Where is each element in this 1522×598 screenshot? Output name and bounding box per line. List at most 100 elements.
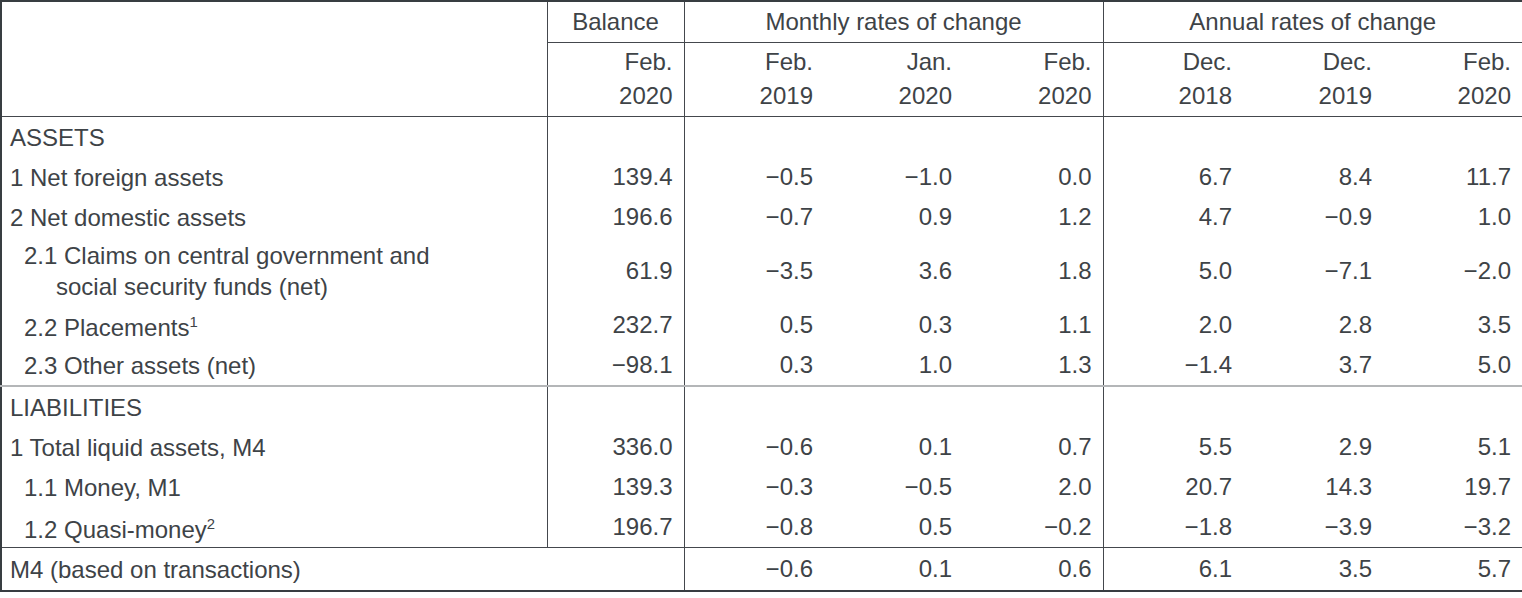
monthly-cell: 1.8 — [963, 237, 1103, 305]
empty-cell — [684, 386, 824, 427]
monthly-cell: 1.3 — [963, 345, 1103, 386]
annual-cell: 3.5 — [1243, 548, 1383, 592]
empty-cell — [684, 117, 824, 158]
col-month: Feb. — [1383, 45, 1511, 79]
col-month: Jan. — [824, 45, 952, 79]
annual-cell: 5.5 — [1103, 427, 1243, 467]
empty-cell — [1243, 117, 1383, 158]
monthly-cell: 1.0 — [824, 345, 963, 386]
col-year: 2019 — [685, 79, 814, 113]
balance-cell: 139.4 — [547, 157, 684, 197]
monthly-cell: 0.3 — [824, 305, 963, 345]
annual-cell: −3.2 — [1383, 507, 1522, 548]
group-header-annual: Annual rates of change — [1103, 1, 1522, 43]
row-label-text: 1.1 Money, M1 — [24, 474, 181, 501]
monthly-cell: −3.5 — [684, 237, 824, 305]
monthly-cell: −0.5 — [684, 157, 824, 197]
row-label-text: 2.2 Placements — [24, 314, 189, 341]
table-row-claims-central-government: 2.1 Claims on central government and soc… — [1, 237, 1522, 305]
group-header-row: Balance Monthly rates of change Annual r… — [1, 1, 1522, 43]
monthly-cell: 0.1 — [824, 427, 963, 467]
annual-cell: 3.5 — [1383, 305, 1522, 345]
col-header-annual-feb-2020: Feb. 2020 — [1383, 43, 1522, 117]
group-header-balance: Balance — [547, 1, 684, 43]
col-month: Dec. — [1104, 45, 1233, 79]
col-header-monthly-feb-2019: Feb. 2019 — [684, 43, 824, 117]
section-label: ASSETS — [1, 117, 547, 158]
col-month: Dec. — [1243, 45, 1372, 79]
table-body: ASSETS 1 Net foreign assets 139.4 −0.5 −… — [1, 117, 1522, 548]
monthly-cell: 0.7 — [963, 427, 1103, 467]
monthly-cell: −0.6 — [684, 427, 824, 467]
table-row-net-domestic-assets: 2 Net domestic assets 196.6 −0.7 0.9 1.2… — [1, 197, 1522, 237]
annual-cell: −1.8 — [1103, 507, 1243, 548]
annual-cell: 6.7 — [1103, 157, 1243, 197]
balance-cell: −98.1 — [547, 345, 684, 386]
balance-cell: 232.7 — [547, 305, 684, 345]
monthly-cell: 0.5 — [824, 507, 963, 548]
monthly-cell: 1.2 — [963, 197, 1103, 237]
table-row-other-assets: 2.3 Other assets (net) −98.1 0.3 1.0 1.3… — [1, 345, 1522, 386]
empty-cell — [824, 386, 963, 427]
col-month: Feb. — [963, 45, 1092, 79]
row-label: 1 Total liquid assets, M4 — [1, 427, 547, 467]
monthly-cell: 0.5 — [684, 305, 824, 345]
monthly-cell: 0.1 — [824, 548, 963, 592]
table-header: Balance Monthly rates of change Annual r… — [1, 1, 1522, 117]
col-year: 2020 — [1383, 79, 1511, 113]
empty-cell — [1383, 386, 1522, 427]
table-footer: M4 (based on transactions) −0.6 0.1 0.6 … — [1, 548, 1522, 592]
group-header-monthly: Monthly rates of change — [684, 1, 1103, 43]
annual-cell: 20.7 — [1103, 467, 1243, 507]
footnote-marker: 1 — [189, 314, 197, 330]
col-month: Feb. — [548, 45, 673, 79]
monthly-cell: 0.6 — [963, 548, 1103, 592]
col-header-monthly-jan-2020: Jan. 2020 — [824, 43, 963, 117]
annual-cell: 2.9 — [1243, 427, 1383, 467]
row-label-text: 1.2 Quasi-money — [24, 516, 207, 543]
annual-cell: 5.0 — [1383, 345, 1522, 386]
col-month: Feb. — [685, 45, 814, 79]
empty-cell — [824, 117, 963, 158]
annual-cell: −2.0 — [1383, 237, 1522, 305]
empty-cell — [1103, 117, 1243, 158]
row-label: 1.2 Quasi-money2 — [1, 507, 547, 548]
table-row-m4-transactions: M4 (based on transactions) −0.6 0.1 0.6 … — [1, 548, 1522, 592]
empty-cell — [963, 117, 1103, 158]
table-row-net-foreign-assets: 1 Net foreign assets 139.4 −0.5 −1.0 0.0… — [1, 157, 1522, 197]
annual-cell: 2.8 — [1243, 305, 1383, 345]
annual-cell: 1.0 — [1383, 197, 1522, 237]
monthly-cell: −0.7 — [684, 197, 824, 237]
footer-label: M4 (based on transactions) — [1, 548, 684, 592]
row-label: 1.1 Money, M1 — [1, 467, 547, 507]
row-label-line1: 2.1 Claims on central government and — [24, 240, 547, 271]
annual-cell: 5.0 — [1103, 237, 1243, 305]
annual-cell: −7.1 — [1243, 237, 1383, 305]
col-year: 2020 — [548, 79, 673, 113]
monthly-cell: −0.5 — [824, 467, 963, 507]
col-year: 2020 — [824, 79, 952, 113]
annual-cell: 19.7 — [1383, 467, 1522, 507]
annual-cell: 6.1 — [1103, 548, 1243, 592]
annual-cell: 8.4 — [1243, 157, 1383, 197]
monthly-cell: −1.0 — [824, 157, 963, 197]
empty-cell — [547, 386, 684, 427]
row-label: 2 Net domestic assets — [1, 197, 547, 237]
monthly-cell: 0.0 — [963, 157, 1103, 197]
monetary-statistics-table: Balance Monthly rates of change Annual r… — [0, 0, 1522, 592]
footnote-marker: 2 — [207, 516, 215, 532]
corner-cell — [1, 1, 547, 117]
col-header-balance-feb-2020: Feb. 2020 — [547, 43, 684, 117]
monetary-statistics-page: Balance Monthly rates of change Annual r… — [0, 0, 1522, 598]
annual-cell: 5.1 — [1383, 427, 1522, 467]
annual-cell: −3.9 — [1243, 507, 1383, 548]
col-year: 2020 — [963, 79, 1092, 113]
monthly-cell: −0.2 — [963, 507, 1103, 548]
row-label-text: 2 Net domestic assets — [10, 204, 246, 231]
table-row-total-liquid-assets-m4: 1 Total liquid assets, M4 336.0 −0.6 0.1… — [1, 427, 1522, 467]
monthly-cell: 2.0 — [963, 467, 1103, 507]
annual-cell: 2.0 — [1103, 305, 1243, 345]
col-header-monthly-feb-2020: Feb. 2020 — [963, 43, 1103, 117]
annual-cell: 5.7 — [1383, 548, 1522, 592]
empty-cell — [963, 386, 1103, 427]
